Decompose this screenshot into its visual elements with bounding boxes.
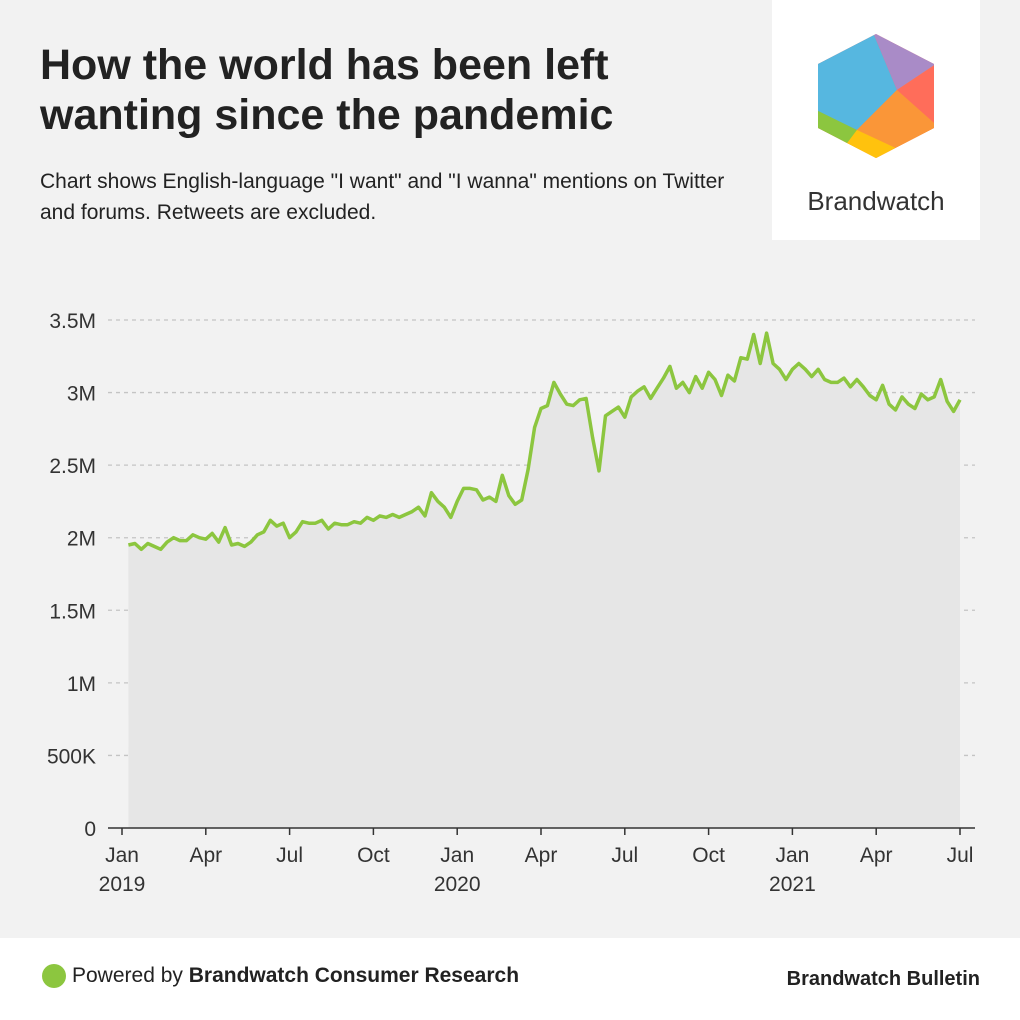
y-tick-label: 3.5M: [49, 310, 96, 333]
powered-prefix: Powered by: [72, 964, 183, 987]
x-tick-label: Apr: [189, 844, 222, 867]
x-tick-label: Apr: [525, 844, 558, 867]
credit: Brandwatch Bulletin: [786, 968, 980, 990]
powered-by: Powered by Brandwatch Consumer Research: [72, 964, 519, 988]
x-tick-label: Jul: [611, 844, 638, 867]
chart-title: How the world has been left wanting sinc…: [40, 41, 614, 139]
y-tick-label: 2.5M: [49, 455, 96, 478]
chart: 0 500K 1M 1.5M 2M 2.5M 3M 3.5M Jan 2019 Apr Jul Oct J…: [47, 310, 975, 896]
logo: Brandwatch: [772, 0, 980, 240]
y-tick-label: 1.5M: [49, 600, 96, 623]
y-tick-label: 500K: [47, 745, 96, 768]
x-tick-label: Jan 2021: [769, 844, 816, 896]
powered-brand: Brandwatch Consumer Research: [188, 964, 520, 987]
y-tick-label: 0: [84, 818, 96, 841]
x-tick-label: Jan 2019: [99, 844, 146, 896]
x-tick-label: Oct: [357, 844, 390, 867]
x-tick-label: Oct: [692, 844, 725, 867]
line: [128, 331, 962, 552]
logo-mark: [818, 34, 934, 158]
area: [128, 333, 960, 828]
x-tick-label: Jul: [947, 844, 974, 867]
x-tick-label: Jul: [276, 844, 303, 867]
y-tick-label: 3M: [67, 383, 96, 406]
logo-text: Brandwatch: [807, 186, 945, 216]
y-tick-label: 2M: [67, 528, 96, 551]
y-tick-label: 1M: [67, 673, 96, 696]
footer-dot: [42, 964, 66, 988]
x-tick-label: Jan 2020: [434, 844, 481, 896]
footer: Powered by Brandwatch Consumer Research …: [0, 938, 1020, 1020]
x-tick-label: Apr: [860, 844, 893, 867]
chart-subtitle: Chart shows English-language "I want" an…: [40, 170, 725, 224]
